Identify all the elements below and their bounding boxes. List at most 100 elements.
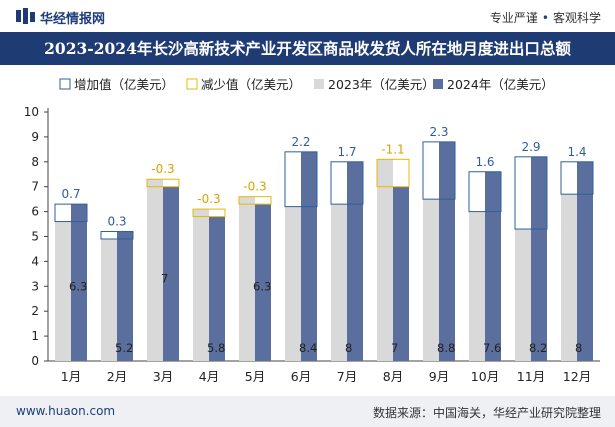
value-label-2024: 7: [391, 341, 398, 355]
y-tick-label: 9: [31, 130, 39, 144]
value-label-2024: 8: [345, 341, 352, 355]
legend-swatch: [186, 78, 198, 90]
legend-label: 减少值（亿美元）: [201, 77, 301, 92]
value-label-2024: 7.6: [483, 341, 501, 355]
bar-2024: [347, 161, 363, 361]
legend-label: 2024年（亿美元）: [447, 77, 554, 92]
bar-2023: [423, 199, 439, 361]
bar-2023: [561, 194, 577, 361]
increase-box: [100, 231, 134, 240]
y-tick-label: 8: [31, 155, 39, 169]
change-label: -0.3: [197, 192, 220, 206]
change-label: 1.6: [475, 155, 494, 169]
brand-name: 华经情报网: [40, 12, 106, 27]
bar-2024: [117, 231, 133, 361]
change-label: 2.3: [429, 125, 448, 139]
bar-2023: [147, 179, 163, 361]
category-label: 3月: [153, 369, 173, 384]
increase-box: [54, 203, 88, 223]
bar-2023: [377, 159, 393, 361]
bar-2023: [55, 221, 71, 361]
category-label: 10月: [471, 369, 499, 384]
tag-professional: 专业严谨: [489, 11, 538, 25]
decrease-box: [376, 158, 410, 188]
legend-swatch: [314, 79, 324, 89]
change-label: 2.9: [521, 140, 540, 154]
change-label: 1.7: [337, 145, 356, 159]
chart-title: 2023-2024年长沙高新技术产业开发区商品收发货人所在地月度进出口总额: [0, 32, 615, 65]
category-label: 9月: [429, 369, 449, 384]
footer-url[interactable]: www.huaon.com: [16, 404, 116, 418]
bar-2024: [393, 186, 409, 361]
bar-2024: [439, 141, 455, 361]
decrease-box: [146, 178, 180, 188]
bar-2023: [331, 204, 347, 361]
bar-2024: [209, 216, 225, 361]
change-label: 1.4: [567, 145, 586, 159]
value-label-2024: 5.8: [207, 341, 225, 355]
bar-2024: [485, 171, 501, 361]
value-label-2024: 8: [575, 341, 582, 355]
y-tick-label: 6: [31, 205, 39, 219]
value-label-2024: 7: [161, 272, 168, 286]
bar-2024: [531, 156, 547, 361]
bar-2023: [193, 209, 209, 361]
bar-2023: [515, 229, 531, 361]
value-label-2024: 8.4: [299, 341, 317, 355]
legend-swatch: [59, 78, 71, 90]
bar-2023: [101, 238, 117, 361]
bar-2023: [239, 196, 255, 361]
y-tick-label: 10: [24, 105, 39, 119]
legend-swatch: [433, 79, 443, 89]
change-label: -0.3: [243, 180, 266, 194]
y-tick-label: 7: [31, 180, 39, 194]
legend-label: 增加值（亿美元）: [74, 77, 174, 92]
value-label-2024: 8.2: [529, 341, 547, 355]
bar-2024: [71, 204, 87, 361]
category-label: 6月: [291, 369, 311, 384]
y-tick-label: 5: [31, 230, 39, 244]
decrease-box: [238, 196, 272, 205]
category-label: 5月: [245, 369, 265, 384]
y-tick-label: 3: [31, 279, 39, 293]
top-bar: 华经情报网 专业严谨 • 客观科学: [0, 0, 615, 32]
header-tags: 专业严谨 • 客观科学: [490, 9, 601, 26]
change-label: 0.3: [107, 215, 126, 229]
change-label: 0.7: [61, 187, 80, 201]
y-tick-label: 2: [31, 304, 39, 318]
category-label: 4月: [199, 369, 219, 384]
y-tick-label: 1: [31, 329, 39, 343]
y-tick-label: 0: [31, 354, 39, 368]
bar-2024: [577, 161, 593, 361]
bar-2024: [301, 151, 317, 361]
tag-separator: •: [541, 11, 549, 25]
legend-label: 2023年（亿美元）: [328, 77, 435, 92]
logo-icon: [16, 8, 35, 24]
category-label: 7月: [337, 369, 357, 384]
value-label-2024: 5.2: [115, 341, 133, 355]
increase-box: [514, 156, 548, 230]
bar-2024: [163, 186, 179, 361]
value-label-2024: 8.8: [437, 341, 455, 355]
decrease-box: [192, 208, 226, 218]
chart-area: 0 1 2 3 4 5 6 7 8 9 10 增加值（亿美元） 减少值（亿美元） 2023年（亿美元） 20…: [24, 77, 600, 384]
y-tick-label: 4: [31, 254, 39, 268]
increase-box: [330, 161, 364, 205]
increase-box: [560, 161, 594, 195]
bar-2023: [469, 211, 485, 361]
category-label: 8月: [383, 369, 403, 384]
category-label: 12月: [563, 369, 591, 384]
category-label: 11月: [517, 369, 545, 384]
tag-objective: 客观科学: [552, 11, 601, 25]
data-source: 数据来源：中国海关，华经产业研究院整理: [372, 406, 601, 420]
change-label: -0.3: [151, 162, 174, 176]
footer: www.huaon.com 数据来源：中国海关，华经产业研究院整理: [0, 396, 615, 427]
bar-2023: [285, 206, 301, 361]
change-label: -1.1: [381, 142, 404, 156]
value-label-2024: 6.3: [253, 279, 271, 293]
increase-box: [468, 171, 502, 213]
category-label: 1月: [61, 369, 81, 384]
change-label: 2.2: [291, 135, 310, 149]
increase-box: [284, 151, 318, 208]
value-label-2024: 6.3: [69, 279, 87, 293]
